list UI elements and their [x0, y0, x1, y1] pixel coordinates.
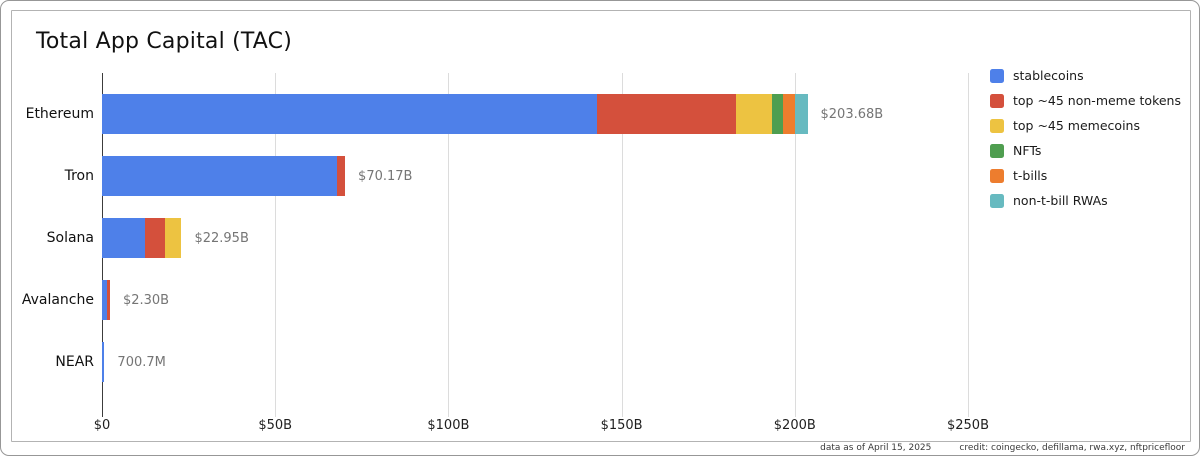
category-label-solana: Solana [46, 230, 94, 246]
x-gridline [448, 73, 450, 417]
bar-segment-stablecoins [102, 94, 597, 134]
bar-segment-top-45-memecoins [735, 94, 772, 134]
category-label-ethereum: Ethereum [25, 106, 94, 122]
x-tick-label: $0 [93, 418, 111, 433]
bar-value-label: $70.17B [358, 168, 413, 184]
bar-value-label: 700.7M [117, 354, 166, 370]
legend-label: stablecoins [1013, 68, 1084, 83]
legend: stablecoins top ~45 non-meme tokens top ~4… [990, 69, 1181, 208]
bar-row-avalanche: $2.30B [102, 280, 169, 320]
legend-item-nfts: NFTs [990, 144, 1181, 158]
bar-segment-stablecoins [102, 218, 146, 258]
bar-segment-non-t-bill-rwas [794, 94, 808, 134]
credit-text: credit: coingecko, defillama, rwa.xyz, n… [959, 442, 1185, 453]
legend-item-stablecoins: stablecoins [990, 69, 1181, 83]
category-label-avalanche: Avalanche [21, 292, 94, 308]
legend-swatch-icon [990, 94, 1004, 108]
bar-segment-top-45-non-meme-tokens [336, 156, 346, 196]
stacked-bar-ethereum [102, 94, 808, 134]
bar-segment-top-45-non-meme-tokens [145, 218, 166, 258]
legend-label: top ~45 memecoins [1013, 118, 1140, 133]
legend-swatch-icon [990, 69, 1004, 83]
stacked-bar-near [102, 342, 105, 382]
bar-row-ethereum: $203.68B [102, 94, 883, 134]
chart-card: Total App Capital (TAC) $0 $50B $100B $150B… [11, 10, 1191, 442]
bar-segment-stablecoins [102, 342, 105, 382]
bar-segment-stablecoins [102, 280, 108, 320]
stacked-bar-solana [102, 218, 182, 258]
bar-value-label: $2.30B [122, 292, 170, 308]
bar-value-label: $203.68B [820, 106, 884, 122]
legend-swatch-icon [990, 169, 1004, 183]
footer-credits: data as of April 15, 2025 credit: coinge… [820, 441, 1185, 454]
x-gridline [794, 73, 796, 417]
bar-segment-t-bills [783, 94, 795, 134]
bar-row-solana: $22.95B [102, 218, 249, 258]
chart-title: Total App Capital (TAC) [36, 29, 292, 54]
legend-label: top ~45 non-meme tokens [1013, 93, 1181, 108]
legend-item-t-bills: t-bills [990, 169, 1181, 183]
bar-segment-stablecoins [102, 156, 337, 196]
x-tick-label: $250B [946, 418, 989, 433]
stacked-bar-tron [102, 156, 346, 196]
x-gridline [968, 73, 969, 417]
data-as-of-text: data as of April 15, 2025 [820, 442, 932, 453]
bar-segment-top-45-memecoins [165, 218, 182, 258]
x-tick-label: $50B [258, 418, 293, 433]
bar-segment-nfts [771, 94, 784, 134]
bar-row-tron: $70.17B [102, 156, 412, 196]
category-label-near: NEAR [55, 354, 94, 370]
legend-item-top-45-non-meme-tokens: top ~45 non-meme tokens [990, 94, 1181, 108]
legend-swatch-icon [990, 194, 1004, 208]
x-tick-label: $100B [427, 418, 470, 433]
bar-value-label: $22.95B [194, 230, 249, 246]
bar-segment-top-45-non-meme-tokens [107, 280, 110, 320]
stacked-bar-avalanche [102, 280, 110, 320]
legend-label: non-t-bill RWAs [1013, 193, 1108, 208]
x-tick-label: $150B [600, 418, 643, 433]
x-tick-label: $200B [773, 418, 816, 433]
legend-item-top-45-memecoins: top ~45 memecoins [990, 119, 1181, 133]
legend-label: t-bills [1013, 168, 1048, 183]
legend-label: NFTs [1013, 143, 1042, 158]
bar-segment-top-45-non-meme-tokens [596, 94, 736, 134]
category-label-tron: Tron [64, 168, 94, 184]
x-gridline [621, 73, 623, 417]
plot-area: $0 $50B $100B $150B $200B $250B Ethereum $203.6… [12, 11, 1190, 441]
legend-item-non-t-bill-rwas: non-t-bill RWAs [990, 194, 1181, 208]
bar-row-near: 700.7M [102, 342, 166, 382]
x-gridline [275, 73, 277, 417]
legend-swatch-icon [990, 144, 1004, 158]
legend-swatch-icon [990, 119, 1004, 133]
